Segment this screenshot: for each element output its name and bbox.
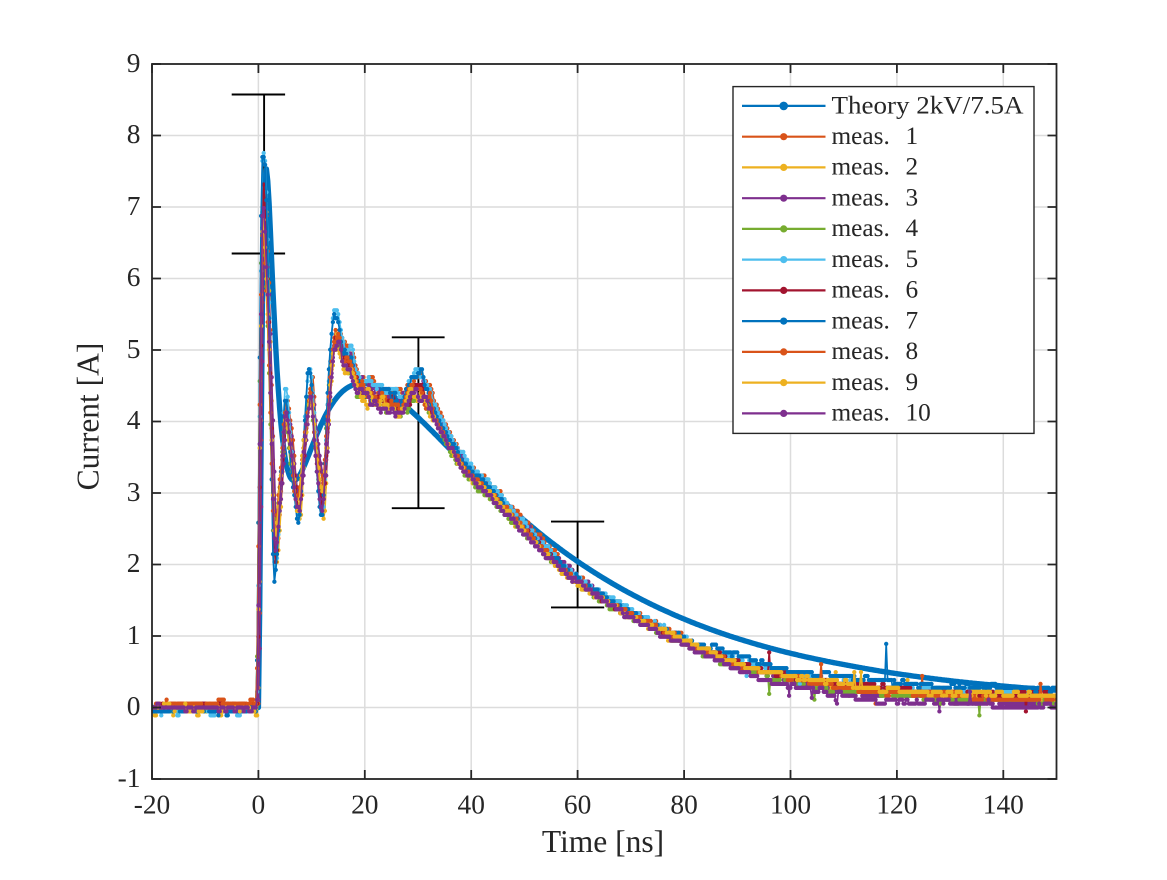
svg-text:7: 7: [906, 306, 919, 334]
svg-text:3: 3: [127, 477, 141, 507]
svg-text:1: 1: [906, 122, 919, 150]
svg-text:2: 2: [127, 548, 141, 578]
svg-text:meas.: meas.: [832, 368, 890, 396]
svg-text:80: 80: [670, 790, 697, 820]
svg-text:5: 5: [906, 245, 919, 273]
svg-text:-20: -20: [134, 790, 171, 820]
svg-text:6: 6: [906, 276, 919, 304]
svg-text:60: 60: [564, 790, 591, 820]
svg-text:100: 100: [770, 790, 811, 820]
svg-text:120: 120: [876, 790, 917, 820]
svg-text:4: 4: [906, 214, 919, 242]
svg-text:meas.: meas.: [832, 122, 890, 150]
svg-text:meas.: meas.: [832, 337, 890, 365]
svg-text:meas.: meas.: [832, 276, 890, 304]
svg-text:Theory 2kV/7.5A: Theory 2kV/7.5A: [832, 91, 1025, 119]
svg-text:4: 4: [127, 405, 141, 435]
svg-text:140: 140: [983, 790, 1024, 820]
svg-text:8: 8: [906, 337, 919, 365]
svg-text:20: 20: [351, 790, 378, 820]
svg-text:6: 6: [127, 262, 141, 292]
svg-text:meas.: meas.: [832, 306, 890, 334]
svg-text:1: 1: [127, 620, 141, 650]
svg-text:9: 9: [127, 48, 141, 78]
svg-text:meas.: meas.: [832, 245, 890, 273]
svg-text:0: 0: [252, 790, 266, 820]
svg-text:40: 40: [458, 790, 485, 820]
svg-text:5: 5: [127, 334, 141, 364]
svg-text:Time [ns]: Time [ns]: [542, 824, 664, 859]
svg-text:meas.: meas.: [832, 214, 890, 242]
svg-text:9: 9: [906, 368, 919, 396]
svg-text:10: 10: [906, 399, 931, 427]
svg-text:meas.: meas.: [832, 153, 890, 181]
svg-text:3: 3: [906, 183, 919, 211]
svg-text:7: 7: [127, 191, 141, 221]
svg-text:8: 8: [127, 119, 141, 149]
svg-text:meas.: meas.: [832, 399, 890, 427]
svg-text:2: 2: [906, 153, 919, 181]
svg-text:Current [A]: Current [A]: [71, 343, 106, 491]
svg-text:meas.: meas.: [832, 183, 890, 211]
svg-text:-1: -1: [118, 763, 141, 793]
svg-text:0: 0: [127, 691, 141, 721]
